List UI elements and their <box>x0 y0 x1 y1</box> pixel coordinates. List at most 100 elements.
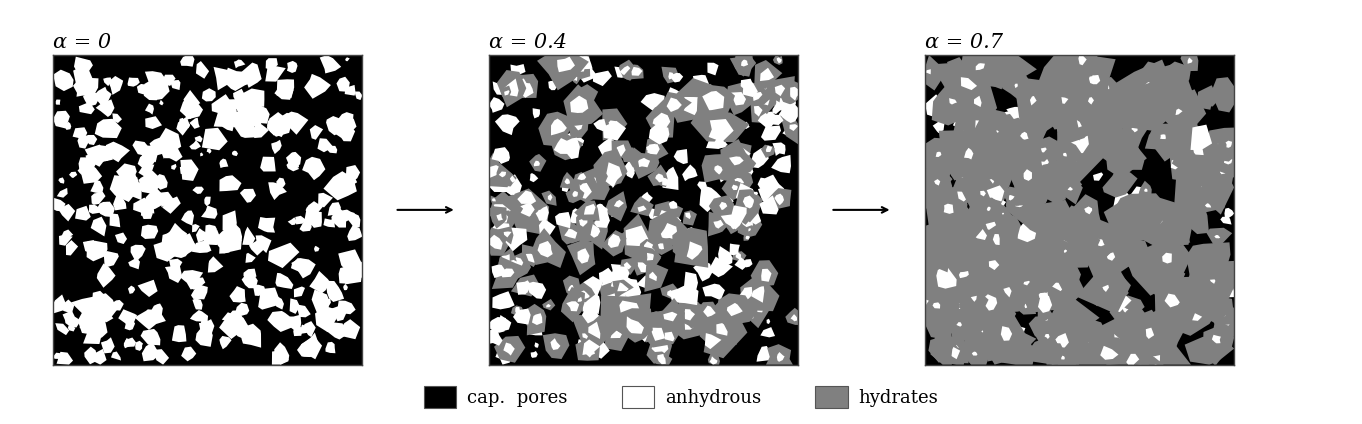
Polygon shape <box>573 282 595 302</box>
Polygon shape <box>686 310 697 319</box>
Polygon shape <box>287 61 297 73</box>
Polygon shape <box>268 243 300 268</box>
Polygon shape <box>226 99 241 112</box>
Polygon shape <box>723 198 734 207</box>
Polygon shape <box>960 77 977 90</box>
Polygon shape <box>1106 342 1163 365</box>
Polygon shape <box>1194 131 1219 162</box>
Polygon shape <box>57 352 74 365</box>
Polygon shape <box>727 302 746 319</box>
Polygon shape <box>242 227 255 245</box>
Polygon shape <box>760 327 775 338</box>
Polygon shape <box>117 177 128 189</box>
Polygon shape <box>1071 157 1077 164</box>
Polygon shape <box>925 55 947 90</box>
Polygon shape <box>1100 346 1118 360</box>
Polygon shape <box>1130 191 1193 246</box>
Polygon shape <box>601 278 627 301</box>
Polygon shape <box>932 80 970 126</box>
Polygon shape <box>760 195 779 215</box>
Polygon shape <box>994 338 1011 357</box>
Polygon shape <box>489 235 503 250</box>
Polygon shape <box>53 111 69 128</box>
Polygon shape <box>741 60 748 67</box>
Polygon shape <box>219 242 230 254</box>
Polygon shape <box>612 140 633 162</box>
Polygon shape <box>745 236 750 240</box>
Polygon shape <box>567 301 579 311</box>
Polygon shape <box>624 214 652 262</box>
Polygon shape <box>91 320 108 339</box>
Polygon shape <box>993 70 1005 84</box>
Polygon shape <box>275 273 293 289</box>
Polygon shape <box>286 152 300 167</box>
Polygon shape <box>1049 346 1076 365</box>
Polygon shape <box>1141 209 1190 243</box>
Polygon shape <box>338 112 354 128</box>
Polygon shape <box>997 199 1007 206</box>
Polygon shape <box>617 231 636 246</box>
Polygon shape <box>975 202 1022 252</box>
Polygon shape <box>968 249 1016 293</box>
Polygon shape <box>1175 109 1182 115</box>
Polygon shape <box>1226 141 1233 148</box>
Polygon shape <box>998 230 1064 295</box>
Polygon shape <box>1137 181 1152 198</box>
Polygon shape <box>975 120 985 129</box>
Polygon shape <box>128 78 140 86</box>
Polygon shape <box>971 296 977 302</box>
Polygon shape <box>1065 317 1073 326</box>
Polygon shape <box>1099 102 1120 121</box>
Polygon shape <box>1185 334 1234 365</box>
Polygon shape <box>662 92 692 120</box>
Polygon shape <box>938 130 989 181</box>
Polygon shape <box>1009 222 1045 252</box>
Polygon shape <box>699 84 718 104</box>
Polygon shape <box>1118 105 1141 126</box>
Polygon shape <box>274 82 294 100</box>
Polygon shape <box>610 211 616 217</box>
Polygon shape <box>1016 77 1050 122</box>
Polygon shape <box>189 277 206 290</box>
Polygon shape <box>195 326 212 347</box>
Polygon shape <box>755 106 763 117</box>
Polygon shape <box>293 325 302 336</box>
Polygon shape <box>938 226 998 281</box>
Polygon shape <box>603 121 627 141</box>
Polygon shape <box>715 293 757 326</box>
Polygon shape <box>775 85 789 98</box>
Polygon shape <box>959 296 968 306</box>
Polygon shape <box>1193 146 1204 155</box>
Polygon shape <box>928 274 956 301</box>
Polygon shape <box>1200 326 1234 358</box>
Polygon shape <box>714 89 726 103</box>
Polygon shape <box>693 76 704 89</box>
Polygon shape <box>714 165 723 175</box>
Polygon shape <box>1011 143 1056 209</box>
Polygon shape <box>1128 241 1175 296</box>
Polygon shape <box>998 281 1028 309</box>
Polygon shape <box>750 285 764 303</box>
Polygon shape <box>700 302 738 346</box>
Polygon shape <box>178 118 184 124</box>
Polygon shape <box>944 352 949 356</box>
Polygon shape <box>1199 128 1201 131</box>
Polygon shape <box>328 202 340 218</box>
Polygon shape <box>731 224 735 229</box>
Polygon shape <box>674 297 700 326</box>
Polygon shape <box>966 251 972 260</box>
Polygon shape <box>934 179 940 186</box>
Polygon shape <box>1144 82 1151 89</box>
Polygon shape <box>326 116 343 135</box>
Polygon shape <box>511 64 526 75</box>
Polygon shape <box>1193 183 1205 194</box>
Polygon shape <box>944 204 953 214</box>
Polygon shape <box>200 320 211 332</box>
Polygon shape <box>1024 169 1035 181</box>
Polygon shape <box>169 259 183 271</box>
Polygon shape <box>108 76 123 95</box>
Polygon shape <box>636 275 655 290</box>
Polygon shape <box>101 337 114 353</box>
Polygon shape <box>647 144 659 157</box>
Polygon shape <box>492 220 511 236</box>
